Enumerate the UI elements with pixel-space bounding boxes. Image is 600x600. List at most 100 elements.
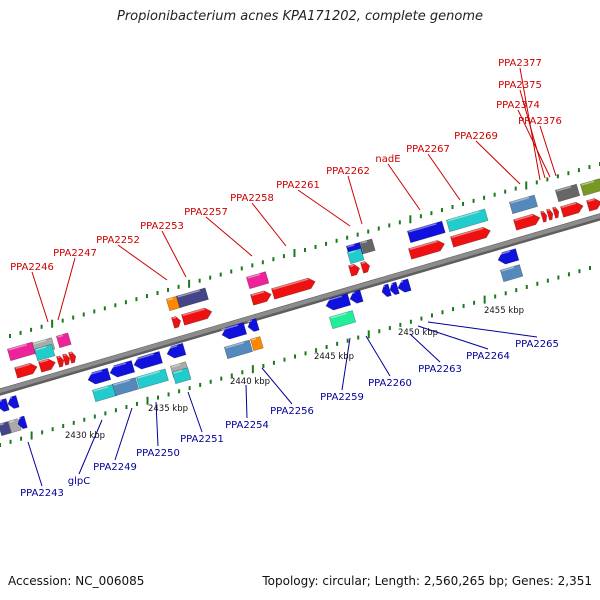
forward-gene-leader	[517, 109, 551, 178]
forward-gene-leader	[427, 153, 461, 201]
reverse-gene-leader	[78, 419, 103, 475]
cds-ppa2264	[389, 281, 400, 296]
cds-small-c	[68, 351, 77, 364]
gene-cyan-b	[346, 247, 365, 265]
forward-gene-label: PPA2269	[454, 131, 498, 142]
cds-ppa2258	[271, 277, 316, 300]
cds-left-a	[0, 398, 10, 412]
reverse-gene-label: PPA2259	[320, 392, 364, 403]
cds-ppa2377	[540, 210, 548, 223]
cds-ppa2265	[397, 278, 412, 293]
reverse-gene-leader	[409, 333, 441, 363]
reverse-gene-label: PPA2249	[93, 462, 137, 473]
forward-gene-leader	[347, 175, 363, 225]
forward-gene-label: PPA2261	[276, 180, 320, 191]
reverse-gene-label: PPA2254	[225, 420, 269, 431]
cds-left-b	[7, 395, 20, 409]
gene-ppa2246	[6, 341, 37, 362]
reverse-gene-leader	[341, 337, 351, 391]
cds-ppa2259	[325, 293, 352, 311]
forward-gene-label: PPA2253	[140, 221, 184, 232]
forward-tick-row	[9, 162, 600, 338]
backbone-line	[0, 213, 600, 394]
cds-ppa2376	[560, 201, 584, 218]
gene-ppa2267	[445, 208, 489, 233]
reverse-gene-label: PPA2250	[136, 448, 180, 459]
gene-ppa2269	[508, 194, 539, 215]
forward-gene-label: PPA2267	[406, 144, 450, 155]
gene-grey-b	[359, 238, 376, 255]
cds-ppa2263	[381, 283, 392, 298]
reverse-gene-leader	[261, 367, 293, 405]
reverse-gene-leader	[417, 325, 489, 350]
forward-gene-leader	[387, 163, 421, 211]
forward-gene-leader	[205, 216, 253, 257]
cds-ppa2257	[250, 290, 272, 306]
cds-ppa2253	[181, 307, 213, 326]
gene-ppa2247	[55, 332, 72, 349]
gene-ppa2259	[328, 310, 357, 330]
forward-gene-leader	[519, 89, 546, 179]
gene-steel-f	[499, 264, 524, 283]
cds-ppa2262	[360, 261, 371, 274]
reverse-gene-label: PPA2260	[368, 378, 412, 389]
reverse-gene-label: PPA2264	[466, 351, 510, 362]
gene-orange-b	[249, 336, 264, 352]
forward-gene-leader	[117, 244, 168, 281]
cds-ppa2261	[348, 263, 360, 277]
reverse-gene-leader	[245, 384, 248, 419]
forward-gene-leader	[539, 125, 557, 177]
cds-left-c	[17, 415, 28, 430]
cds-ppa2250	[133, 351, 163, 370]
cds-small-b	[62, 353, 71, 366]
reverse-gene-label: PPA2256	[270, 406, 314, 417]
cds-ppa2267	[450, 226, 491, 248]
reverse-gene-leader	[365, 335, 391, 377]
gene-ppa2257	[245, 271, 270, 290]
scale-label: 2450 kbp	[398, 328, 438, 338]
gene-left-b	[7, 418, 22, 434]
genome-summary-text: Topology: circular; Length: 2,560,265 bp…	[262, 574, 592, 588]
cds-ppa2265b	[497, 248, 520, 265]
gene-labels: PPA2246PPA2247PPA2252PPA2253PPA2257PPA22…	[10, 58, 562, 499]
forward-gene-label: PPA2257	[184, 207, 228, 218]
reverse-gene-label: PPA2243	[20, 488, 64, 499]
forward-gene-label: PPA2246	[10, 262, 54, 273]
gene-cyan-e	[171, 367, 192, 385]
cds-ppa2269	[513, 213, 541, 231]
reverse-gene-leader	[155, 401, 159, 447]
scale-label: 2435 kbp	[148, 404, 188, 414]
cds-ppa2260	[349, 289, 364, 304]
cds-ppa2254b	[247, 318, 260, 332]
forward-gene-label: PPA2375	[498, 80, 542, 91]
forward-gene-label: PPA2376	[518, 116, 562, 127]
forward-gene-leader	[475, 140, 521, 185]
cds-nade	[408, 239, 445, 260]
gene-ppa2250	[111, 377, 140, 397]
reverse-gene-label: glpC	[68, 476, 90, 487]
scale-labels: 2430 kbp 2435 kbp 2440 kbp 2445 kbp 2450 kbp…	[65, 306, 524, 441]
gene-ppa2376	[554, 183, 581, 203]
cds-ppa2252	[171, 316, 182, 329]
accession-text: Accession: NC_006085	[8, 574, 145, 588]
label-leader-lines	[27, 67, 557, 487]
gene-cyan-a	[33, 343, 56, 362]
forward-gene-label: PPA2252	[96, 235, 140, 246]
forward-gene-label: PPA2374	[496, 100, 540, 111]
feature-layer	[0, 178, 600, 437]
reverse-tick-row	[0, 266, 591, 447]
cds-ppa2251	[166, 342, 187, 359]
gene-olive	[579, 178, 600, 197]
cds-ppa2374	[552, 206, 560, 219]
cds-ppa2249	[87, 367, 112, 385]
gene-ppa2256	[223, 339, 254, 360]
reverse-gene-leader	[27, 441, 43, 487]
cds-ppa2254	[221, 322, 248, 340]
cds-ppa2249b	[109, 360, 136, 378]
gene-left-a	[0, 421, 12, 437]
forward-gene-leader	[297, 189, 351, 227]
forward-gene-leader	[31, 271, 49, 323]
gene-nade	[406, 220, 446, 244]
cds-ppa2247	[38, 358, 56, 373]
